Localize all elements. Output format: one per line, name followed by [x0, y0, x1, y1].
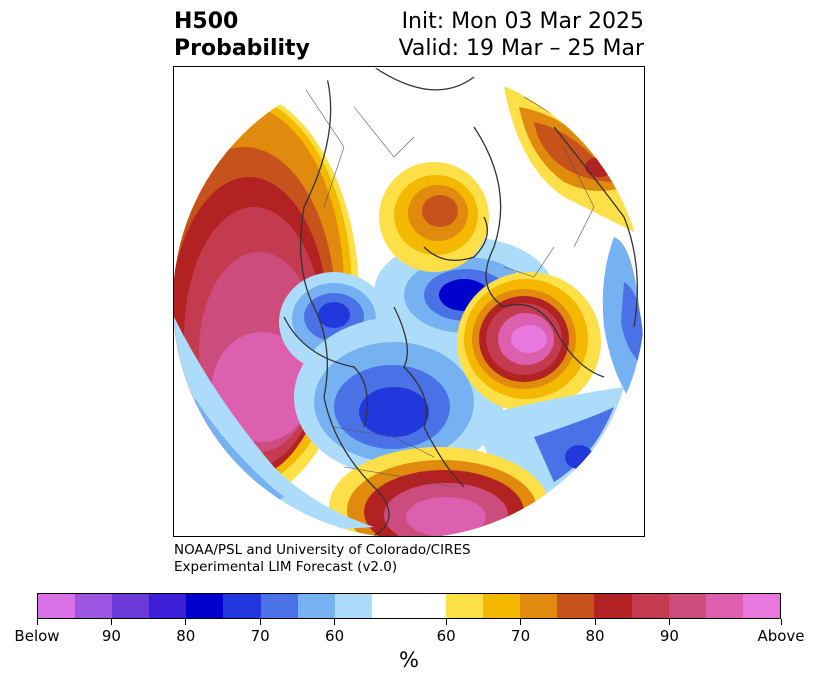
colorbar-swatch: [334, 594, 372, 618]
colorbar: [37, 593, 781, 619]
colorbar-swatch: [38, 594, 76, 618]
colorbar-swatch: [483, 594, 521, 618]
colorbar-swatch: [186, 594, 224, 618]
init-date: Init: Mon 03 Mar 2025: [401, 9, 644, 34]
colorbar-tick-label: 60: [325, 627, 345, 645]
coastlines: [283, 67, 638, 536]
variable-title: H500: [174, 9, 239, 34]
colorbar-tick: [520, 619, 522, 625]
colorbar-tick-label: 60: [436, 627, 456, 645]
colorbar-swatch: [223, 594, 261, 618]
probability-map: [173, 66, 645, 537]
colorbar-swatch: [260, 594, 298, 618]
colorbar-tick: [110, 619, 112, 625]
colorbar-tick-label: 70: [511, 627, 531, 645]
colorbar-swatch: [149, 594, 187, 618]
colorbar-swatch: [371, 594, 409, 618]
product-title: Probability: [174, 36, 310, 61]
far-east-anomaly: [602, 237, 644, 417]
polar-map-svg: [174, 67, 644, 536]
colorbar-tick: [185, 619, 187, 625]
colorbar-swatch: [557, 594, 595, 618]
colorbar-swatch: [742, 594, 780, 618]
colorbar-tick: [36, 619, 38, 625]
colorbar-swatch: [112, 594, 150, 618]
colorbar-swatch: [594, 594, 632, 618]
colorbar-tick-label: 90: [101, 627, 121, 645]
colorbar-swatch: [631, 594, 669, 618]
colorbar-tick-label: Below: [14, 627, 60, 645]
colorbar-unit: %: [399, 648, 419, 672]
colorbar-tick-label: Above: [757, 627, 805, 645]
colorbar-swatch: [297, 594, 335, 618]
north-america-anomaly: [294, 317, 504, 477]
colorbar-swatch: [668, 594, 706, 618]
colorbar-tick: [445, 619, 447, 625]
map-title-left: H500 Probability: [174, 8, 310, 62]
colorbar-swatch: [520, 594, 558, 618]
credit-line-2: Experimental LIM Forecast (v2.0): [174, 559, 398, 575]
colorbar-tick-label: 90: [659, 627, 679, 645]
colorbar-tick: [668, 619, 670, 625]
valid-date: Valid: 19 Mar – 25 Mar: [398, 36, 644, 61]
arctic-anomaly: [379, 162, 489, 272]
colorbar-swatch: [75, 594, 113, 618]
gulf-anomaly: [329, 447, 549, 536]
colorbar-tick: [334, 619, 336, 625]
colorbar-tick: [259, 619, 261, 625]
colorbar-tick: [780, 619, 782, 625]
colorbar-tick-label: 70: [250, 627, 270, 645]
colorbar-swatch: [446, 594, 484, 618]
colorbar-tick-label: 80: [585, 627, 605, 645]
colorbar-swatch: [705, 594, 743, 618]
colorbar-swatch: [408, 594, 447, 618]
colorbar-tick: [594, 619, 596, 625]
political-borders: [303, 86, 595, 488]
credit-line-1: NOAA/PSL and University of Colorado/CIRE…: [174, 542, 471, 558]
credit-text: NOAA/PSL and University of Colorado/CIRE…: [174, 542, 471, 576]
colorbar-tick-label: 80: [176, 627, 196, 645]
map-title-right: Init: Mon 03 Mar 2025 Valid: 19 Mar – 25…: [399, 8, 644, 62]
europe-anomaly: [457, 272, 601, 412]
